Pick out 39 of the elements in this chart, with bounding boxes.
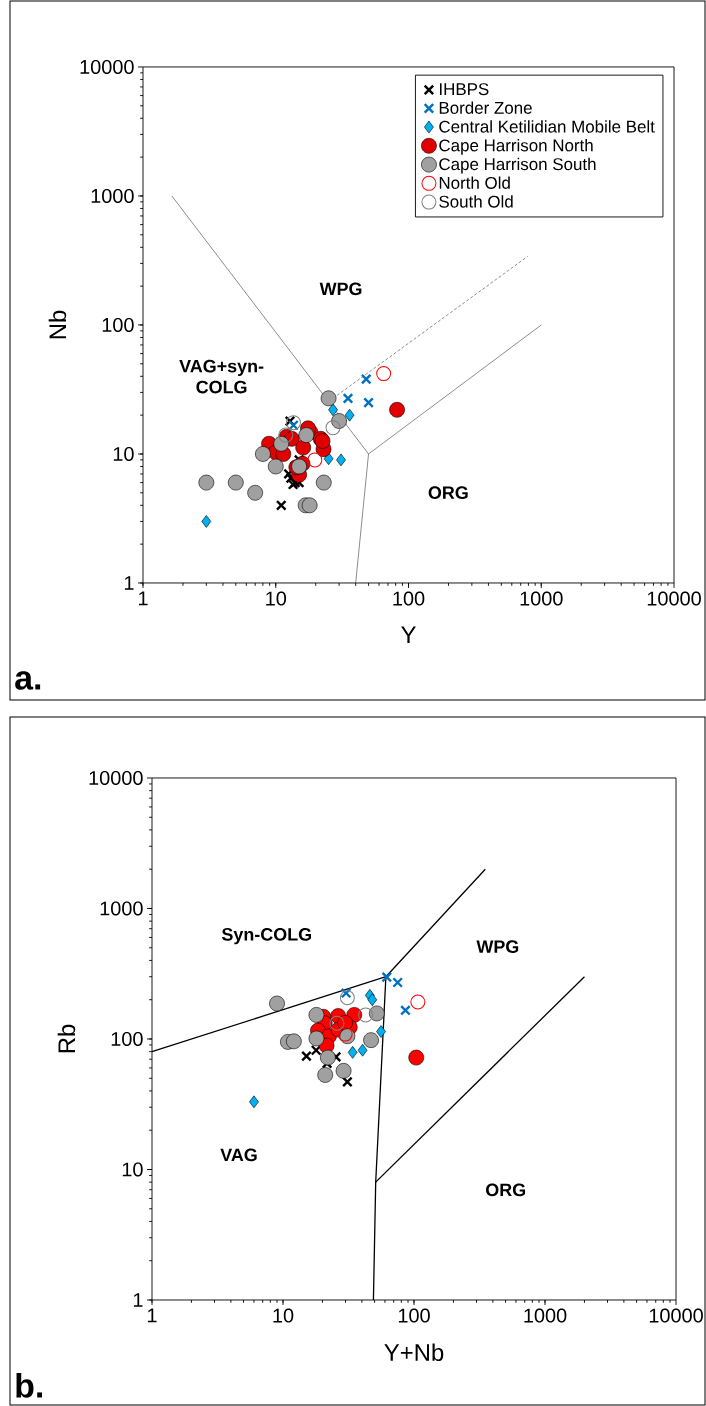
x-tick-label: 100 [393, 591, 425, 606]
legend-label: Border Zone [439, 101, 532, 114]
legend-label: Cape Harrison South [439, 157, 596, 174]
y-tick-label: 1 [133, 1293, 143, 1307]
y-tick-label: 10000 [89, 770, 143, 786]
x-tick-label: 10000 [649, 1308, 703, 1323]
annotation: VAG [220, 1148, 257, 1162]
x-tick-label: 10 [273, 1308, 294, 1323]
legend-label: North Old [439, 176, 510, 189]
x-tick-label: 10000 [647, 591, 701, 606]
legend-label: Cape Harrison North [439, 138, 593, 155]
annotation: VAG+syn-COLG [179, 359, 264, 394]
y-tick-label: 10 [113, 446, 134, 462]
x-tick-label: 1000 [520, 591, 563, 606]
y-axis-title: Rb [57, 1024, 76, 1053]
x-axis-title: Y [401, 626, 416, 643]
y-tick-label: 100 [102, 317, 134, 333]
text: a. [15, 671, 41, 690]
text: b. [16, 1372, 42, 1398]
legend-label: IHBPS [439, 83, 489, 96]
y-tick-label: 1000 [91, 188, 134, 204]
y-tick-label: 100 [111, 1031, 143, 1047]
annotation: ORG [428, 486, 468, 500]
annotation: Syn-COLG [221, 928, 311, 945]
annotation: ORG [486, 1183, 526, 1197]
legend-label: Central Ketilidian Mobile Belt [439, 120, 655, 133]
annotation: WPG [319, 282, 362, 296]
y-axis-title: Nb [48, 310, 67, 339]
x-tick-label: 100 [398, 1308, 430, 1323]
y-tick-label: 10 [122, 1162, 143, 1177]
x-tick-label: 10 [266, 591, 287, 606]
y-tick-label: 1 [124, 576, 134, 590]
legend-label: South Old [439, 195, 513, 208]
x-tick-label: 1000 [524, 1308, 567, 1323]
y-tick-label: 10000 [80, 59, 134, 74]
x-axis-title: Y+Nb [384, 1343, 444, 1362]
annotation: WPG [476, 940, 519, 953]
y-tick-label: 1000 [100, 901, 143, 916]
x-tick-label: 1 [147, 1308, 157, 1323]
